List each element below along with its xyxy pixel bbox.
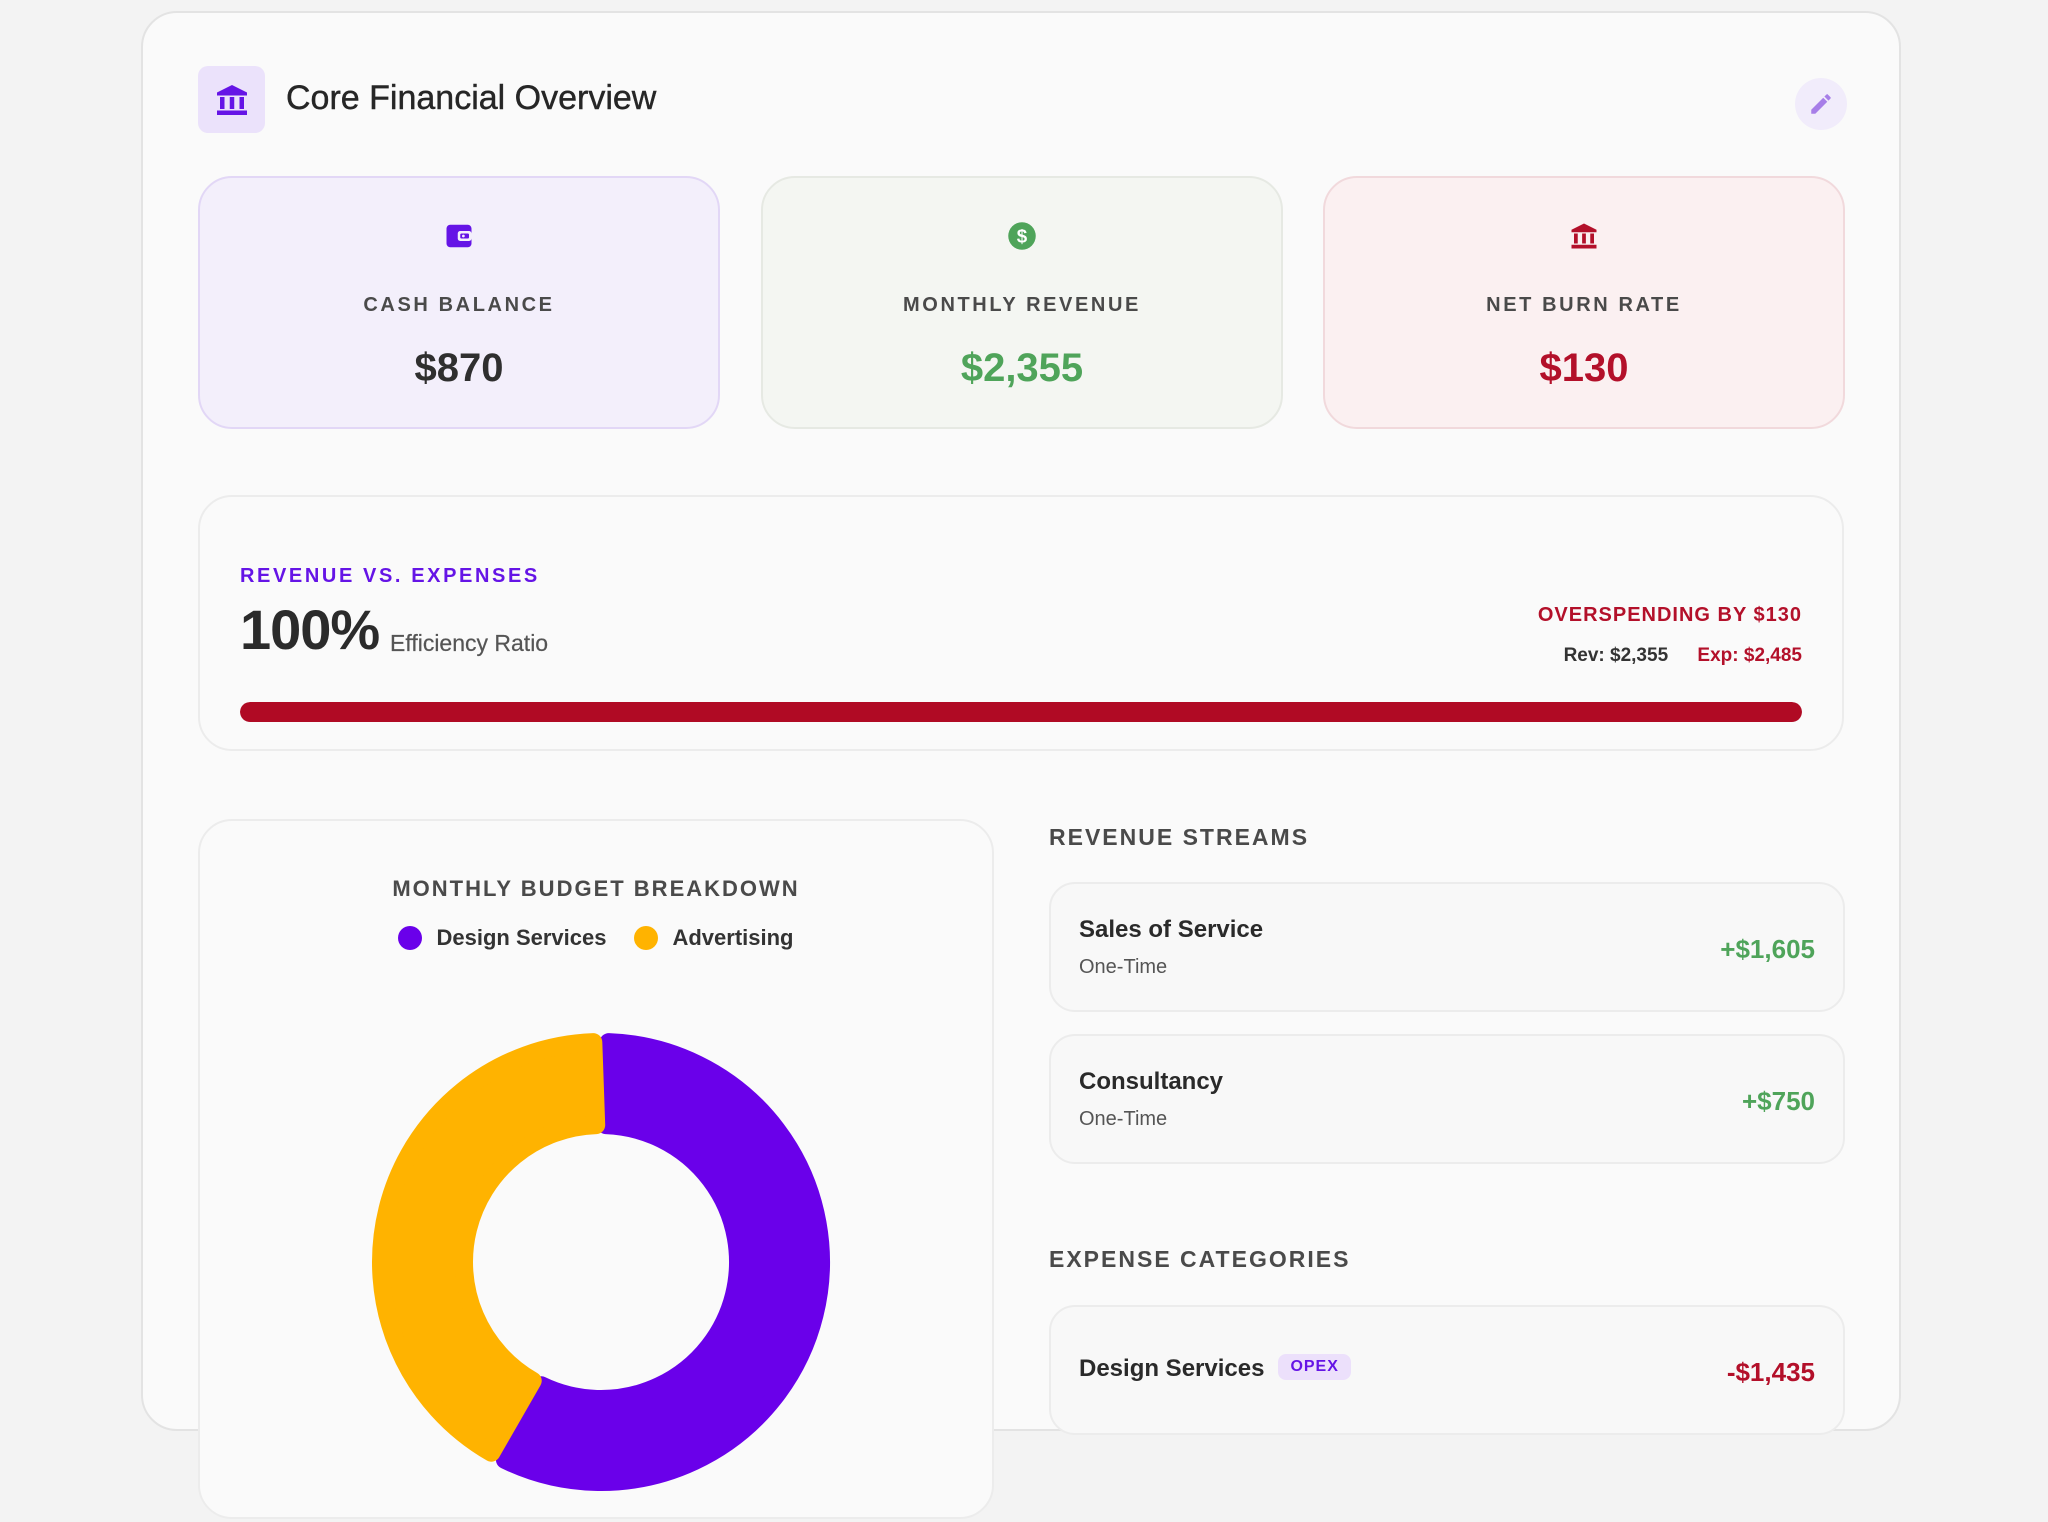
legend-item-design-services: Design Services [398,925,606,951]
legend-item-advertising: Advertising [634,925,794,951]
expense-amount: -$1,435 [1726,1357,1815,1387]
legend-dot [398,926,423,950]
monthly-revenue-card: $ MONTHLY REVENUE $2,355 [761,176,1283,429]
overspending-status: OVERSPENDING BY $130 [1537,604,1802,626]
budget-breakdown-card: MONTHLY BUDGET BREAKDOWN Design Services… [198,819,994,1519]
financial-overview-panel: Core Financial Overview CASH BALANCE $87… [141,11,1901,1519]
stream-name: Sales of Service [1079,916,1264,943]
efficiency-progress-bar [240,702,1802,722]
revenue-stream-row[interactable]: Consultancy One-Time +$750 [1049,1034,1845,1164]
stat-label: CASH BALANCE [363,294,555,316]
stream-type: One-Time [1079,1108,1168,1130]
efficiency-progress-fill [240,702,1802,722]
legend-label: Advertising [672,925,794,950]
stream-amount: +$750 [1741,1086,1815,1116]
expense-total: Exp: $2,485 [1697,645,1802,666]
net-burn-rate-card: NET BURN RATE $130 [1323,176,1845,429]
stream-type: One-Time [1079,956,1168,978]
svg-text:$: $ [1017,225,1028,246]
pencil-icon [1811,94,1831,114]
opex-badge: OPEX [1278,1353,1351,1380]
bank-icon [198,66,265,133]
expense-category-row[interactable]: Design Services OPEX -$1,435 [1049,1305,1845,1435]
stat-value: $130 [1539,346,1629,390]
donut-slice-advertising [372,1033,606,1462]
stat-label: MONTHLY REVENUE [903,294,1141,316]
stat-value: $2,355 [960,346,1084,390]
revenue-total: Rev: $2,355 [1563,645,1669,666]
expense-name: Design Services [1079,1355,1265,1382]
stream-name: Consultancy [1079,1068,1224,1095]
stat-label: NET BURN RATE [1486,294,1682,316]
efficiency-percent: 100% [240,598,380,661]
chart-legend: Design Services Advertising [200,925,992,951]
revenue-expense-summary: Rev: $2,355 Exp: $2,485 [1564,645,1802,667]
efficiency-label: REVENUE VS. EXPENSES [240,565,540,587]
budget-donut-chart [372,1033,830,1491]
budget-title: MONTHLY BUDGET BREAKDOWN [392,876,800,901]
expense-name-wrapper: Design Services OPEX [1079,1353,1351,1383]
stat-value: $870 [414,346,504,390]
edit-button[interactable] [1795,78,1847,130]
efficiency-card: REVENUE VS. EXPENSES 100% Efficiency Rat… [198,495,1844,751]
revenue-streams-heading: REVENUE STREAMS [1049,824,1310,850]
legend-dot [634,926,659,950]
bank-icon [1571,223,1597,249]
cash-balance-card: CASH BALANCE $870 [198,176,720,429]
expense-categories-heading: EXPENSE CATEGORIES [1049,1246,1351,1272]
page-title: Core Financial Overview [286,79,657,117]
legend-label: Design Services [436,925,607,950]
stream-amount: +$1,605 [1720,934,1815,964]
wallet-icon [446,224,472,248]
revenue-stream-row[interactable]: Sales of Service One-Time +$1,605 [1049,882,1845,1012]
efficiency-subtitle: Efficiency Ratio [390,630,549,656]
dollar-circle-icon: $ [1008,222,1036,250]
